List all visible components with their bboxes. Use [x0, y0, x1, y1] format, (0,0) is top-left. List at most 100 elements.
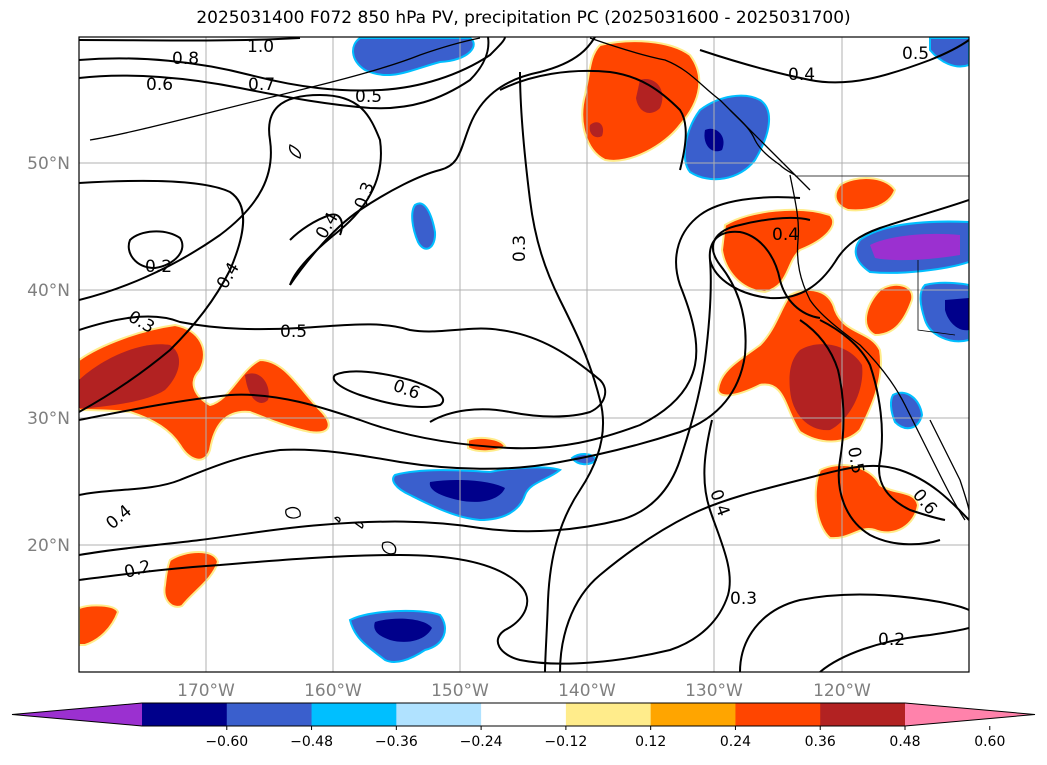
- colorbar-segment: [481, 703, 567, 726]
- contour-label: 0.4: [772, 225, 799, 245]
- precip-blob-central-north: [411, 202, 437, 250]
- contour-label: 0.2: [145, 257, 172, 277]
- latitude-labels: 50°N 40°N 30°N 20°N: [27, 154, 70, 556]
- map-title: 2025031400 F072 850 hPa PV, precipitatio…: [196, 8, 851, 28]
- precip-blob-baja: [814, 464, 920, 540]
- map-frame: [78, 36, 970, 673]
- pv-contour-line: [559, 464, 969, 672]
- lat-label-20n: 20°N: [27, 536, 70, 556]
- contour-label: 0.5: [280, 322, 307, 342]
- colorbar-tick-label: −0.36: [375, 734, 418, 750]
- lat-label-40n: 40°N: [27, 281, 70, 301]
- colorbar-tick-label: −0.60: [205, 734, 248, 750]
- contour-label: 0.3: [510, 235, 530, 262]
- precip-core-hawaii-blue: [429, 480, 505, 502]
- island-hawaii-3: [333, 516, 341, 523]
- pv-contour-line: [79, 419, 731, 665]
- pv-contour-line: [739, 593, 969, 672]
- pv-contour-line: [79, 93, 382, 301]
- pv-contour-line: [79, 37, 490, 110]
- precip-blob-bc-coast: [683, 94, 771, 181]
- longitude-labels: 170°W 160°W 150°W 140°W 130°W 120°W: [177, 681, 871, 701]
- pv-contour-line: [519, 71, 604, 672]
- lon-label-160w: 160°W: [304, 681, 362, 701]
- contour-label: 0.5: [355, 87, 382, 107]
- colorbar-segment: [396, 703, 482, 726]
- colorbar-extend-low: [12, 703, 142, 726]
- lon-label-130w: 130°W: [685, 681, 743, 701]
- precip-core-intermountain: [870, 233, 960, 261]
- gridlines: [79, 37, 969, 672]
- colorbar: −0.60 −0.48 −0.36 −0.24 −0.12 0.12 0.24 0.36 0.4…: [11, 702, 1036, 750]
- colorbar-tick-label: 0.48: [889, 734, 920, 750]
- precip-blob-oregon: [834, 177, 897, 212]
- precip-core-gulf-alaska: [636, 79, 663, 113]
- pv-contour-line: [819, 319, 946, 521]
- contour-label: 0.2: [878, 630, 905, 650]
- precip-core-gulf-alaska-2: [589, 122, 604, 138]
- pv-contour-line: [79, 315, 607, 423]
- pv-contour-line: [79, 196, 801, 450]
- colorbar-segment: [650, 703, 736, 726]
- colorbar-tick-label: 0.24: [720, 734, 751, 750]
- island-north-1: [289, 144, 302, 159]
- precip-fills: [79, 37, 969, 663]
- colorbar-outline: [11, 702, 1036, 727]
- colorbar-segment: [820, 703, 906, 726]
- colorbar-tick-label: 0.36: [805, 734, 836, 750]
- colorbar-tick-label: −0.24: [460, 734, 503, 750]
- colorbar-segment: [565, 703, 652, 726]
- precip-core-west-pacific: [79, 344, 180, 408]
- precip-core-south-blue: [374, 618, 432, 642]
- pv-contour-line: [709, 199, 969, 300]
- colorbar-segment: [735, 703, 821, 726]
- colorbar-segment: [142, 703, 228, 726]
- colorbar-tick-label: 0.12: [635, 734, 666, 750]
- pv-contour-line: [79, 37, 301, 42]
- colorbar-tick-label: −0.48: [290, 734, 333, 750]
- coastline-west-us: [789, 174, 966, 521]
- precip-core-rockies: [945, 298, 969, 331]
- pv-contour-line: [289, 213, 343, 241]
- lon-label-140w: 140°W: [558, 681, 616, 701]
- lon-label-120w: 120°W: [813, 681, 871, 701]
- colorbar-tick-label: 0.60: [974, 734, 1005, 750]
- precip-blob-socal-blue: [889, 391, 924, 430]
- island-hawaii-1: [381, 541, 397, 555]
- precip-blob-sierra: [865, 283, 914, 337]
- colorbar-segment: [226, 703, 313, 726]
- contour-label: 0.3: [730, 589, 757, 609]
- pv-contour-line: [332, 370, 445, 408]
- pv-contours: [79, 37, 969, 672]
- precip-blob-ne-pacific-40n: [720, 208, 835, 294]
- contour-label: 0.4: [788, 65, 815, 85]
- lat-label-30n: 30°N: [27, 409, 70, 429]
- pv-contour-line: [499, 69, 687, 171]
- precip-blob-sw-corner: [79, 604, 120, 646]
- coastline-alaska-gulf: [589, 37, 811, 191]
- colorbar-extend-high: [905, 703, 1035, 726]
- lat-label-50n: 50°N: [27, 154, 70, 174]
- pv-contour-line: [79, 230, 821, 556]
- lon-label-170w: 170°W: [177, 681, 235, 701]
- island-kiritimati: [285, 506, 301, 519]
- colorbar-segment: [311, 703, 397, 726]
- contour-label: 0.7: [248, 75, 275, 95]
- coastline-baja-gulf: [929, 419, 969, 511]
- contour-label: 0.6: [146, 75, 173, 95]
- pv-contour-line: [79, 216, 811, 496]
- lon-label-150w: 150°W: [431, 681, 489, 701]
- pv-contour-line: [79, 37, 506, 92]
- pv-contour-line: [799, 319, 941, 546]
- pv-contour-line: [127, 230, 184, 270]
- border-state: [917, 260, 956, 336]
- colorbar-tick-label: −0.12: [544, 734, 587, 750]
- contour-label: 1.0: [247, 37, 274, 57]
- coastline-bc: [729, 109, 796, 176]
- contour-label: 0.5: [902, 44, 929, 64]
- pv-contour-line: [79, 179, 245, 413]
- contour-label: 0.8: [172, 49, 199, 69]
- pv-contour-line: [819, 627, 969, 672]
- contour-label: 0.5: [843, 445, 867, 475]
